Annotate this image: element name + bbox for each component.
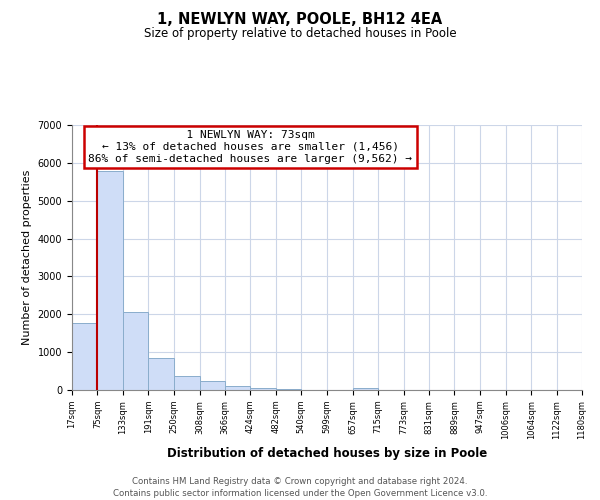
Text: Contains HM Land Registry data © Crown copyright and database right 2024.: Contains HM Land Registry data © Crown c… — [132, 478, 468, 486]
X-axis label: Distribution of detached houses by size in Poole: Distribution of detached houses by size … — [167, 447, 487, 460]
Bar — [148, 358, 174, 390]
Y-axis label: Number of detached properties: Number of detached properties — [22, 170, 32, 345]
Bar — [250, 388, 276, 390]
Bar — [276, 389, 301, 390]
Text: Size of property relative to detached houses in Poole: Size of property relative to detached ho… — [143, 28, 457, 40]
Bar — [353, 388, 378, 390]
Bar — [225, 386, 250, 390]
Bar — [200, 382, 225, 390]
Bar — [97, 171, 123, 390]
Bar — [174, 376, 200, 390]
Bar — [123, 312, 148, 390]
Text: 1 NEWLYN WAY: 73sqm  
← 13% of detached houses are smaller (1,456)
86% of semi-d: 1 NEWLYN WAY: 73sqm ← 13% of detached ho… — [89, 130, 413, 164]
Text: 1, NEWLYN WAY, POOLE, BH12 4EA: 1, NEWLYN WAY, POOLE, BH12 4EA — [157, 12, 443, 28]
Text: Contains public sector information licensed under the Open Government Licence v3: Contains public sector information licen… — [113, 489, 487, 498]
Bar — [72, 322, 97, 390]
